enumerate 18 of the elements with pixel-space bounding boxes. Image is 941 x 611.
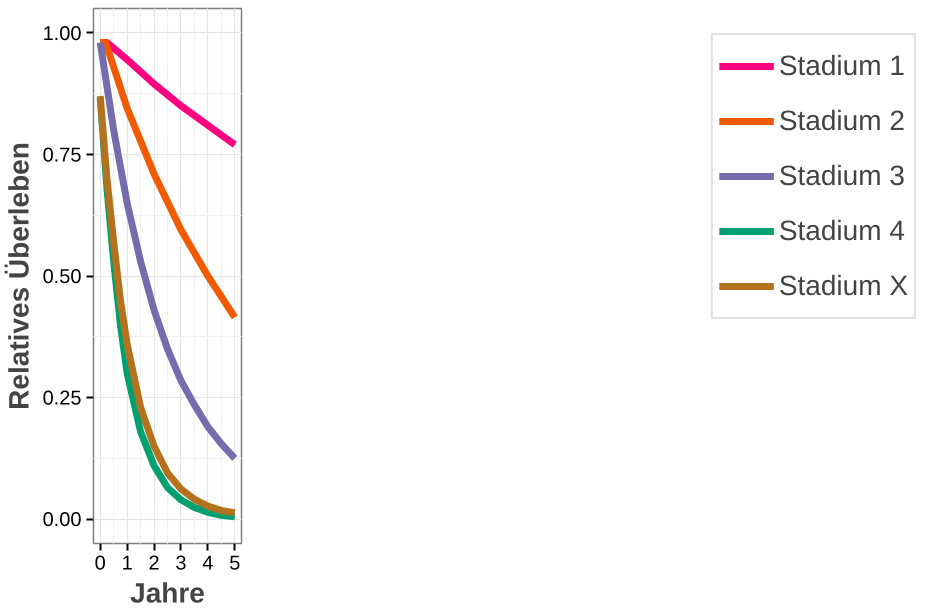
y-tick-label: 1.00 — [42, 22, 82, 45]
legend-label: Stadium 3 — [778, 159, 905, 193]
legend-label: Stadium 2 — [778, 104, 905, 138]
x-tick-label: 2 — [148, 552, 160, 574]
x-tick-label: 5 — [229, 552, 240, 574]
x-axis-title: Jahre — [130, 578, 205, 608]
x-tick-label: 3 — [175, 552, 187, 574]
y-tick-label: 0.00 — [42, 509, 82, 532]
x-tick-label: 4 — [202, 552, 214, 574]
y-tick-label: 0.25 — [42, 388, 82, 410]
x-tick-label: 1 — [122, 552, 133, 574]
x-tick-label: 0 — [94, 552, 106, 574]
y-tick-label: 0.50 — [42, 266, 82, 288]
legend-label: Stadium X — [778, 269, 908, 303]
legend-label: Stadium 4 — [778, 214, 905, 248]
legend-label: Stadium 1 — [778, 49, 905, 83]
y-axis-title: Relatives Überleben — [4, 142, 35, 410]
y-tick-label: 0.75 — [42, 144, 82, 166]
